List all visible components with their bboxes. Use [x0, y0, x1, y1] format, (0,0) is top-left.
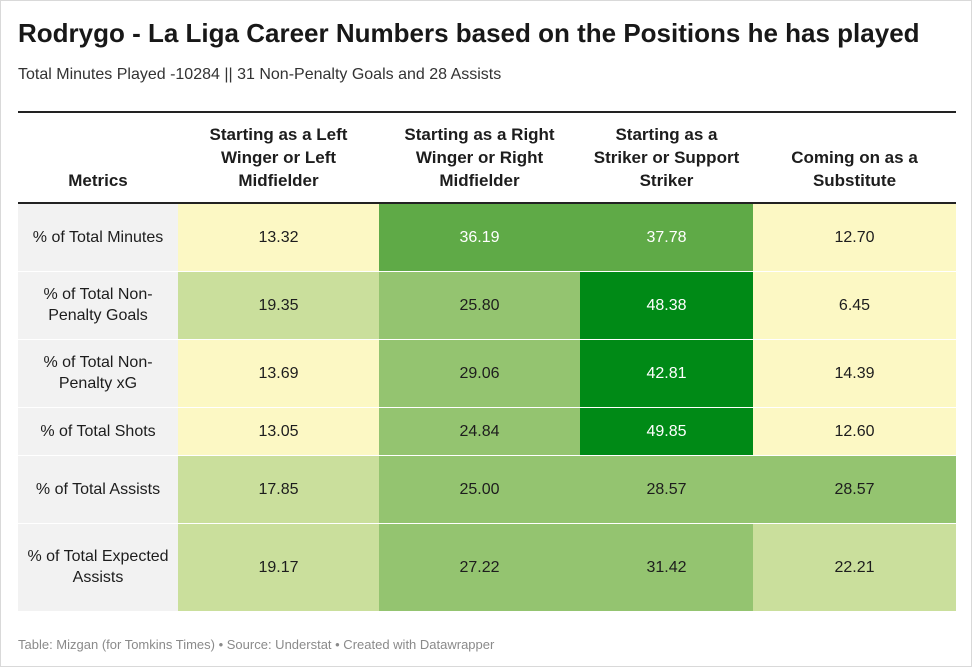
value-cell: 25.00 [379, 455, 580, 524]
table-row: % of Total Assists 17.85 25.00 28.57 28.… [18, 455, 956, 524]
table-row: % of Total Non-Penalty xG 13.69 29.06 42… [18, 339, 956, 408]
value-cell: 13.05 [178, 407, 379, 456]
table-body: % of Total Minutes 13.32 36.19 37.78 12.… [18, 203, 956, 612]
chart-subtitle: Total Minutes Played -10284 || 31 Non-Pe… [18, 66, 502, 83]
value-cell: 14.39 [753, 339, 956, 408]
source-footer: Table: Mizgan (for Tomkins Times) • Sour… [18, 637, 495, 652]
metric-label: % of Total Non-Penalty Goals [18, 271, 178, 340]
value-cell: 48.38 [580, 271, 753, 340]
value-cell: 12.70 [753, 203, 956, 272]
value-cell: 37.78 [580, 203, 753, 272]
value-cell: 28.57 [580, 455, 753, 524]
metric-label: % of Total Expected Assists [18, 523, 178, 612]
value-cell: 31.42 [580, 523, 753, 612]
value-cell: 28.57 [753, 455, 956, 524]
value-cell: 25.80 [379, 271, 580, 340]
chart-title: Rodrygo - La Liga Career Numbers based o… [18, 18, 920, 48]
table-row: % of Total Non-Penalty Goals 19.35 25.80… [18, 271, 956, 340]
value-cell: 13.32 [178, 203, 379, 272]
metric-label: % of Total Shots [18, 407, 178, 456]
value-cell: 12.60 [753, 407, 956, 456]
table-row: % of Total Minutes 13.32 36.19 37.78 12.… [18, 203, 956, 272]
metric-label: % of Total Assists [18, 455, 178, 524]
metric-label: % of Total Non-Penalty xG [18, 339, 178, 408]
value-cell: 6.45 [753, 271, 956, 340]
metric-label: % of Total Minutes [18, 203, 178, 272]
value-cell: 27.22 [379, 523, 580, 612]
value-cell: 36.19 [379, 203, 580, 272]
column-header-left-winger: Starting as a Left Winger or Left Midfie… [178, 112, 379, 204]
table-row: % of Total Expected Assists 19.17 27.22 … [18, 523, 956, 612]
table-row: % of Total Shots 13.05 24.84 49.85 12.60 [18, 407, 956, 456]
value-cell: 22.21 [753, 523, 956, 612]
value-cell: 13.69 [178, 339, 379, 408]
value-cell: 29.06 [379, 339, 580, 408]
value-cell: 19.35 [178, 271, 379, 340]
column-header-substitute: Coming on as a Substitute [753, 112, 956, 204]
value-cell: 49.85 [580, 407, 753, 456]
value-cell: 17.85 [178, 455, 379, 524]
value-cell: 24.84 [379, 407, 580, 456]
value-cell: 19.17 [178, 523, 379, 612]
column-header-right-winger: Starting as a Right Winger or Right Midf… [379, 112, 580, 204]
column-header-striker: Starting as a Striker or Support Striker [580, 112, 753, 204]
header-row: Metrics Starting as a Left Winger or Lef… [18, 112, 956, 204]
column-header-metrics: Metrics [18, 112, 178, 204]
data-table: Metrics Starting as a Left Winger or Lef… [18, 111, 956, 612]
value-cell: 42.81 [580, 339, 753, 408]
